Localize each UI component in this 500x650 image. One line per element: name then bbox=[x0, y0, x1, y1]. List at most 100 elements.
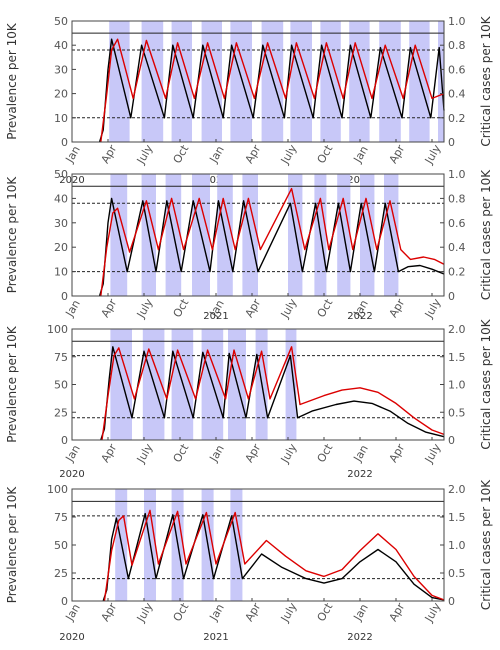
x-tick-label: Apr bbox=[99, 142, 120, 165]
year-label: 2022 bbox=[347, 469, 372, 480]
x-tick-label: Apr bbox=[243, 296, 264, 319]
right-y-tick-label: 0.4 bbox=[448, 241, 466, 254]
x-tick-label: Oct bbox=[315, 296, 336, 320]
right-y-tick-label: 0.8 bbox=[448, 39, 466, 52]
left-y-tick-label: 0 bbox=[61, 290, 68, 303]
x-tick-label: Oct bbox=[315, 142, 336, 166]
x-tick-label: Apr bbox=[99, 600, 120, 623]
right-y-tick-label: 1.0 bbox=[448, 379, 466, 392]
right-y-tick-label: 0.5 bbox=[448, 567, 466, 580]
panel-4: 0 25 50 75 100 0 0.5 1.0 1.5 2.0 Jan Apr July Oct Jan A… bbox=[5, 479, 493, 643]
right-y-axis-label: Critical cases per 10K bbox=[479, 15, 493, 146]
left-y-tick-label: 25 bbox=[54, 567, 68, 580]
x-tick-label: Apr bbox=[387, 142, 408, 165]
right-y-tick-label: 1.0 bbox=[448, 539, 466, 552]
year-label: 2022 bbox=[347, 632, 372, 643]
left-y-tick-label: 75 bbox=[54, 511, 68, 524]
right-y-tick-label: 0 bbox=[448, 290, 455, 303]
x-tick-label: July bbox=[422, 142, 444, 167]
left-y-tick-label: 0 bbox=[61, 136, 68, 149]
x-tick-label: July bbox=[422, 600, 444, 625]
x-tick-label: July bbox=[134, 441, 156, 466]
left-y-tick-label: 0 bbox=[61, 595, 68, 608]
plot-frame bbox=[71, 20, 445, 143]
series-line-1 bbox=[98, 197, 445, 297]
right-y-axis-label: Critical cases per 10K bbox=[479, 318, 493, 449]
right-y-tick-label: 0.5 bbox=[448, 406, 466, 419]
left-y-tick-label: 100 bbox=[47, 323, 68, 336]
year-label: 2021 bbox=[203, 311, 228, 322]
left-y-axis-label: Prevalence per 10K bbox=[5, 486, 19, 604]
x-tick-label: Apr bbox=[387, 296, 408, 319]
x-tick-label: Jan bbox=[351, 144, 371, 166]
shaded-interval-7 bbox=[288, 174, 303, 296]
series-line-1 bbox=[100, 346, 445, 441]
x-tick-label: Apr bbox=[387, 441, 408, 464]
left-y-tick-label: 10 bbox=[54, 266, 68, 279]
left-y-tick-label: 50 bbox=[54, 539, 68, 552]
left-y-axis-label: Prevalence per 10K bbox=[5, 325, 19, 443]
x-tick-label: Oct bbox=[171, 142, 192, 166]
x-tick-label: Apr bbox=[243, 142, 264, 165]
left-y-tick-label: 20 bbox=[54, 88, 68, 101]
x-tick-label: July bbox=[134, 296, 156, 321]
left-y-tick-label: 75 bbox=[54, 351, 68, 364]
left-y-tick-label: 0 bbox=[61, 434, 68, 447]
left-y-tick-label: 10 bbox=[54, 112, 68, 125]
x-tick-label: Jan bbox=[351, 602, 371, 624]
x-tick-label: Jan bbox=[207, 602, 227, 624]
x-tick-label: July bbox=[278, 142, 300, 167]
right-y-tick-label: 0.6 bbox=[448, 217, 466, 230]
x-tick-label: Oct bbox=[171, 441, 192, 465]
shaded-interval-7 bbox=[285, 329, 297, 440]
series-line-1 bbox=[102, 512, 445, 602]
left-y-axis-label: Prevalence per 10K bbox=[5, 22, 19, 140]
x-tick-label: Apr bbox=[99, 441, 120, 464]
series-line-2 bbox=[100, 38, 445, 143]
shaded-interval-9 bbox=[349, 21, 370, 142]
shaded-interval-8 bbox=[320, 21, 341, 142]
x-tick-label: July bbox=[278, 296, 300, 321]
right-y-tick-label: 0.4 bbox=[448, 88, 466, 101]
left-y-tick-label: 50 bbox=[54, 168, 68, 181]
left-y-tick-label: 25 bbox=[54, 406, 68, 419]
left-y-tick-label: 50 bbox=[54, 379, 68, 392]
year-label: 2020 bbox=[59, 469, 84, 480]
right-y-tick-label: 0 bbox=[448, 595, 455, 608]
panel-1: 0 10 20 30 40 50 0 0.2 0.4 0.6 0.8 1.0 Jan Apr July Oct… bbox=[5, 15, 493, 186]
x-tick-label: Jan bbox=[351, 443, 371, 465]
right-y-axis-label: Critical cases per 10K bbox=[479, 479, 493, 610]
x-tick-label: July bbox=[422, 441, 444, 466]
right-y-tick-label: 0 bbox=[448, 434, 455, 447]
left-y-tick-label: 40 bbox=[54, 39, 68, 52]
right-y-tick-label: 0 bbox=[448, 136, 455, 149]
shaded-interval-7 bbox=[290, 21, 312, 142]
left-y-tick-label: 20 bbox=[54, 241, 68, 254]
right-y-tick-label: 1.0 bbox=[448, 168, 466, 181]
shaded-interval-5 bbox=[230, 21, 252, 142]
x-tick-label: Apr bbox=[387, 600, 408, 623]
x-tick-label: July bbox=[422, 296, 444, 321]
x-tick-label: Oct bbox=[171, 296, 192, 320]
x-tick-label: Oct bbox=[315, 600, 336, 624]
x-tick-label: July bbox=[278, 441, 300, 466]
series-line-2 bbox=[100, 187, 445, 297]
year-label: 2020 bbox=[59, 632, 84, 643]
plot-frame bbox=[71, 173, 445, 297]
left-y-tick-label: 50 bbox=[54, 15, 68, 28]
right-y-axis-label: Critical cases per 10K bbox=[479, 169, 493, 300]
shaded-interval-3 bbox=[171, 21, 192, 142]
left-y-tick-label: 30 bbox=[54, 217, 68, 230]
right-y-tick-label: 1.5 bbox=[448, 351, 466, 364]
left-y-tick-label: 100 bbox=[47, 483, 68, 496]
right-y-tick-label: 0.6 bbox=[448, 63, 466, 76]
series-line-2 bbox=[103, 509, 445, 602]
panel-3: 0 25 50 75 100 0 0.5 1.0 1.5 2.0 Jan Apr July Oct Jan A… bbox=[5, 318, 493, 480]
right-y-tick-label: 1.5 bbox=[448, 511, 466, 524]
left-y-tick-label: 40 bbox=[54, 192, 68, 205]
series-line-2 bbox=[101, 346, 445, 441]
x-tick-label: Oct bbox=[315, 441, 336, 465]
right-y-tick-label: 0.2 bbox=[448, 266, 466, 279]
